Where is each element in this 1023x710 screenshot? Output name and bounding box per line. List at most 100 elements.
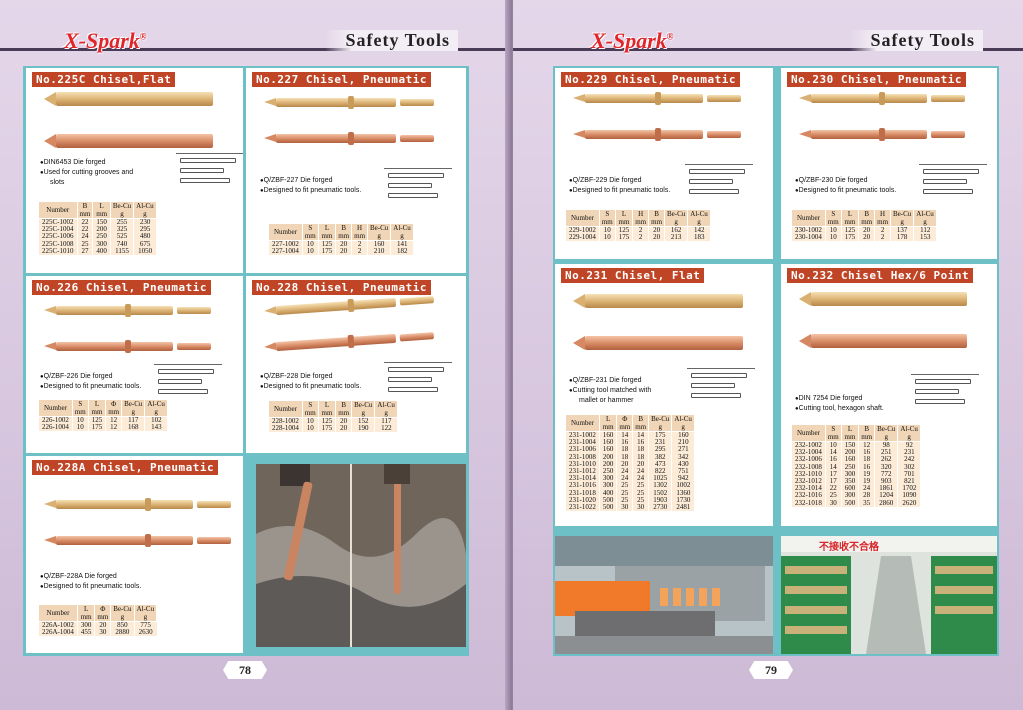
- note-line: Q/ZBF-230 Die forged: [795, 176, 896, 186]
- table-cell: 232-1012: [791, 477, 826, 486]
- table-row: 226A-1004 455 30 2880 2630: [38, 628, 157, 637]
- table-row: 231-1016 300 25 25 1302 1002: [565, 482, 695, 490]
- table-cell: 430: [671, 460, 695, 469]
- table-cell: 230: [133, 218, 157, 227]
- table-row: 229-1004 10 175 2 20 213 183: [565, 233, 711, 242]
- table-cell: 1702: [897, 485, 921, 493]
- table-cell: 35: [858, 499, 875, 507]
- table-cell: 2630: [133, 628, 157, 637]
- table-row: 225C-1004 22 200 325 295: [38, 225, 157, 234]
- table-cell: 262: [874, 456, 898, 464]
- table-cell: 10: [301, 240, 319, 249]
- table-cell: 10: [301, 417, 319, 426]
- dimension-drawing: [154, 364, 222, 398]
- table-cell: 20: [335, 240, 352, 249]
- table-cell: 231: [897, 448, 921, 457]
- table-cell: 751: [671, 467, 695, 476]
- dimension-drawing: [911, 374, 979, 408]
- table-cell: 20: [648, 226, 665, 235]
- table-cell: 228-1002: [268, 417, 303, 426]
- column-header: Be-Cu g: [367, 223, 392, 241]
- table-cell: 160: [598, 431, 617, 440]
- table-cell: 300: [92, 240, 111, 248]
- table-cell: 19: [858, 477, 875, 486]
- table-cell: 226A-1002: [38, 621, 78, 630]
- table-row: 232-1006 16 160 18 262 242: [791, 456, 921, 464]
- table-cell: 22: [76, 218, 93, 227]
- table-cell: 16: [824, 456, 842, 464]
- table-cell: 25: [616, 489, 633, 497]
- table-cell: 10: [71, 423, 89, 432]
- table-cell: 152: [351, 417, 375, 426]
- note-line: Designed to fit pneumatic tools.: [40, 582, 142, 592]
- table-cell: 125: [840, 226, 859, 235]
- table-cell: 231-1016: [565, 482, 600, 490]
- table-cell: 903: [874, 477, 898, 486]
- table-cell: 153: [913, 233, 937, 242]
- product-title: No.230 Chisel, Pneumatic: [787, 72, 966, 87]
- table-cell: 942: [671, 475, 695, 483]
- table-cell: 12: [858, 441, 875, 450]
- table-row: 231-1004 160 16 16 231 210: [565, 438, 695, 447]
- table-cell: 400: [598, 489, 617, 497]
- table-cell: 232-1010: [791, 470, 826, 479]
- product-card: No.232 Chisel Hex/6 Point DIN 7254 Die fo…: [781, 264, 997, 526]
- table-cell: 10: [301, 424, 319, 433]
- product-card: No.225C Chisel,Flat DIN6453 Die forgedUse…: [26, 68, 243, 273]
- table-cell: 20: [858, 233, 875, 242]
- column-header: Be-Cu g: [890, 209, 915, 227]
- table-cell: 1903: [648, 496, 672, 505]
- table-cell: 232-1018: [791, 499, 826, 507]
- note-line: Q/ZBF-227 Die forged: [260, 176, 361, 186]
- table-cell: 137: [890, 226, 914, 235]
- warehouse-photo: 不接收不合格: [781, 536, 997, 654]
- chisel-image: [264, 96, 434, 109]
- note-line: Designed to fit pneumatic tools.: [795, 186, 897, 196]
- note-line: Q/ZBF-226 Die forged: [40, 372, 141, 382]
- table-row: 226-1002 10 125 12 117 102: [38, 416, 168, 425]
- table-cell: 18: [858, 456, 875, 464]
- column-header: Al-Cu g: [671, 414, 695, 432]
- table-cell: 226-1002: [38, 416, 73, 425]
- factory-photo: [555, 536, 773, 654]
- chisel-image: [264, 132, 434, 145]
- table-cell: 200: [598, 453, 617, 461]
- table-row: 231-1010 200 20 20 473 430: [565, 460, 695, 469]
- product-card: No.228 Chisel, Pneumatic Q/ZBF-228 Die fo…: [246, 276, 466, 453]
- note-line: mallet or hammer: [579, 397, 634, 404]
- table-cell: 14: [824, 463, 842, 471]
- table-cell: 232-1014: [791, 485, 826, 493]
- table-cell: 325: [109, 225, 134, 234]
- table-cell: 125: [614, 226, 633, 235]
- table-cell: 473: [648, 460, 672, 469]
- table-cell: 850: [110, 621, 135, 630]
- table-cell: 1502: [648, 489, 672, 497]
- column-header: Number: [565, 209, 600, 227]
- table-cell: 22: [824, 485, 842, 493]
- note-line: Designed to fit pneumatic tools.: [40, 382, 142, 392]
- table-cell: 255: [109, 218, 134, 227]
- table-cell: 1730: [671, 496, 695, 505]
- table-cell: 2: [632, 233, 649, 242]
- table-cell: 229-1004: [565, 233, 600, 242]
- table-row: 231-1018 400 25 25 1502 1360: [565, 489, 695, 497]
- table-cell: 2: [874, 226, 891, 235]
- table-cell: 231: [648, 438, 672, 447]
- table-cell: 10: [824, 226, 842, 235]
- table-cell: 200: [840, 448, 859, 457]
- dimension-drawing: [384, 168, 452, 202]
- table-row: 232-1012 17 350 19 903 821: [791, 477, 921, 486]
- table-cell: 2880: [110, 628, 135, 637]
- table-cell: 160: [598, 438, 617, 447]
- chisel-image: [799, 292, 967, 306]
- table-cell: 20: [858, 226, 875, 235]
